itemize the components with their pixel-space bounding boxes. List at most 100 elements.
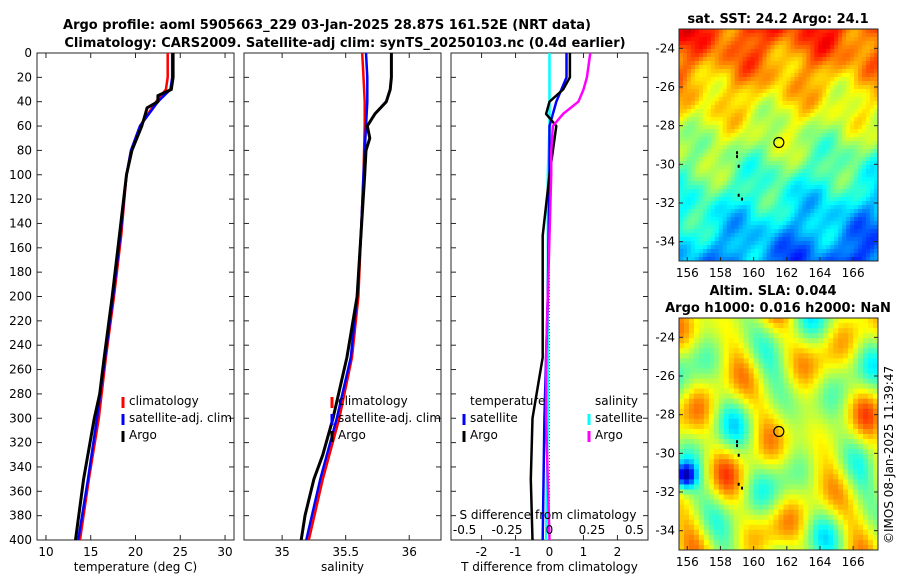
map-cell <box>766 161 771 166</box>
map-cell <box>690 105 696 110</box>
map-cell <box>763 534 769 541</box>
map-cell <box>726 129 732 134</box>
map-cell <box>686 189 692 194</box>
map-cell <box>846 93 851 98</box>
map-cell <box>863 393 869 400</box>
map-cell <box>863 413 869 420</box>
map-cell <box>683 358 690 364</box>
map-cell <box>702 189 708 194</box>
map-cell <box>806 41 811 46</box>
map-cell <box>778 61 783 66</box>
map-cell <box>754 45 759 50</box>
map-cell <box>730 57 736 62</box>
map-cell <box>703 469 710 475</box>
map-cell <box>866 145 871 150</box>
map-cell <box>873 383 879 390</box>
map-cell <box>794 185 799 190</box>
map-cell <box>679 393 685 400</box>
map-cell <box>770 69 775 74</box>
map-cell <box>853 423 859 430</box>
map-cell <box>798 464 804 470</box>
map-cell <box>830 253 835 258</box>
map-cell <box>874 113 879 118</box>
map-cell <box>706 201 712 206</box>
map-cell <box>679 257 684 262</box>
map-cell <box>822 137 827 142</box>
map-cell <box>679 149 684 154</box>
map-cell <box>763 348 769 354</box>
map-cell <box>810 97 815 102</box>
map-cell <box>686 149 692 154</box>
map-cell <box>702 177 708 182</box>
map-cell <box>778 237 783 242</box>
map-cell <box>868 393 874 400</box>
map-cell <box>738 213 744 218</box>
map-cell <box>873 378 879 384</box>
map-cell <box>742 249 748 254</box>
map-cell <box>866 169 871 174</box>
map-cell <box>854 185 859 190</box>
map-cell <box>730 133 736 138</box>
map-cell <box>782 213 787 218</box>
map-cell <box>774 77 779 82</box>
map-cell <box>733 333 740 339</box>
map-cell <box>733 494 740 500</box>
map-cell <box>754 181 759 186</box>
map-cell <box>730 89 736 94</box>
map-cell <box>728 398 735 405</box>
map-cell <box>873 469 879 475</box>
map-cell <box>686 169 692 174</box>
map-cell <box>853 519 859 526</box>
map-cell <box>826 165 831 170</box>
secondary-tick-label: 0.25 <box>579 523 606 537</box>
map-cell <box>730 177 736 182</box>
map-cell <box>830 181 835 186</box>
map-cell <box>793 444 799 450</box>
map-cell <box>730 213 736 218</box>
map-cell <box>854 213 859 218</box>
map-cell <box>822 197 827 202</box>
map-cell <box>682 53 688 58</box>
map-cell <box>853 464 859 470</box>
map-cell <box>758 494 764 500</box>
map-cell <box>690 93 696 98</box>
map-cell <box>702 49 708 54</box>
map-cell <box>698 403 705 410</box>
map-cell <box>683 459 690 465</box>
map-cell <box>728 494 735 500</box>
map-cell <box>786 153 791 158</box>
map-cell <box>748 428 755 435</box>
map-cell <box>858 423 864 430</box>
map-cell <box>870 105 875 110</box>
map-cell <box>710 81 716 86</box>
map-cell <box>862 233 867 238</box>
y-tick-label: 60 <box>17 119 32 133</box>
map-cell <box>683 373 690 379</box>
map-cell <box>762 229 767 234</box>
map-cell <box>794 161 799 166</box>
map-cell <box>798 149 803 154</box>
map-cell <box>754 53 759 58</box>
map-cell <box>782 69 787 74</box>
map-cell <box>714 145 720 150</box>
map-cell <box>788 479 794 485</box>
map-cell <box>768 383 774 390</box>
map-cell <box>726 65 732 70</box>
map-cell <box>802 153 807 158</box>
map-cell <box>786 93 791 98</box>
map-cell <box>733 474 740 480</box>
map-cell <box>702 161 708 166</box>
map-cell <box>718 519 725 526</box>
map-cell <box>798 338 804 344</box>
map-cell <box>718 469 725 475</box>
map-cell <box>679 185 684 190</box>
map-cell <box>762 189 767 194</box>
map-cell <box>828 418 834 425</box>
map-cell <box>698 494 705 500</box>
map-cell <box>762 105 767 110</box>
map-cell <box>848 318 854 324</box>
map-cell <box>868 489 874 495</box>
map-cell <box>810 173 815 178</box>
map-cell <box>762 45 767 50</box>
map-cell <box>853 444 859 450</box>
